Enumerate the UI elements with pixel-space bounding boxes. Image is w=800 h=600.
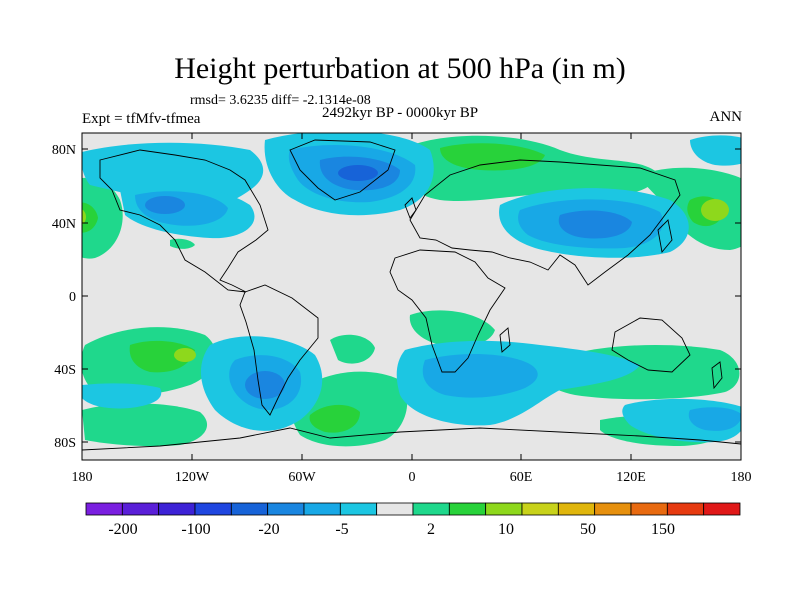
lon-labels: 180 120W 60W 0 60E 120E 180 — [72, 470, 752, 485]
colorbar-swatch — [85, 502, 123, 516]
colorbar-label: -100 — [181, 521, 210, 538]
negative-anomaly-minimum — [338, 165, 378, 181]
lat-label: 40S — [54, 363, 76, 378]
colorbar-swatch — [339, 502, 378, 516]
colorbar-label: -20 — [258, 521, 279, 538]
colorbar-labels: -200 -100 -20 -5 2 10 50 150 — [108, 521, 675, 538]
colorbar-label: 2 — [427, 521, 435, 538]
colorbar-swatch — [303, 502, 341, 516]
north-america-coast — [99, 149, 269, 293]
africa-coast — [389, 249, 506, 373]
experiment-label: Expt = tfMfv-tfmea — [82, 111, 201, 127]
lon-label: 60W — [288, 470, 316, 485]
colorbar-swatch — [630, 502, 668, 516]
south-america-coast — [239, 284, 319, 416]
eurasia-coast — [409, 159, 681, 286]
stats-line: rmsd= 3.6235 diff= -2.1314e-08 — [190, 93, 371, 108]
colorbar-swatch — [703, 502, 741, 516]
lat-label: 80S — [54, 436, 76, 451]
colorbar-swatch — [448, 502, 487, 516]
lat-tick-marks — [82, 148, 741, 443]
colorbar-label: 150 — [651, 521, 675, 538]
colorbar-swatch — [521, 502, 559, 516]
colorbar-swatch — [267, 502, 305, 516]
contour-field — [82, 133, 741, 460]
negative-anomaly-peaks — [145, 156, 632, 399]
colorbar-label: -5 — [335, 521, 348, 538]
period-label: 2492kyr BP - 0000kyr BP — [322, 105, 479, 121]
colorbar — [85, 502, 741, 516]
lon-label: 60E — [510, 470, 533, 485]
colorbar-swatch — [194, 502, 232, 516]
colorbar-swatch — [376, 502, 414, 516]
colorbar-swatch — [230, 502, 269, 516]
colorbar-swatch — [594, 502, 632, 516]
map-title: Height perturbation at 500 hPa (in m) — [174, 52, 626, 85]
lon-label: 120E — [616, 470, 646, 485]
japan-coast — [657, 219, 673, 254]
lon-label: 180 — [72, 470, 93, 485]
colorbar-swatch — [485, 502, 523, 516]
colorbar-swatch — [557, 502, 596, 516]
colorbar-swatch — [121, 502, 160, 516]
colorbar-label: 10 — [498, 521, 514, 538]
positive-anomaly-peaks — [82, 199, 729, 362]
antarctica-coast — [82, 427, 741, 451]
lat-label: 0 — [69, 290, 76, 305]
uk-coast — [404, 197, 417, 219]
lon-label: 120W — [175, 470, 210, 485]
new-zealand-coast — [711, 361, 723, 390]
lat-label: 40N — [52, 217, 76, 232]
lon-label: 0 — [409, 470, 416, 485]
colorbar-label: 50 — [580, 521, 596, 538]
lat-labels: 80N 40N 0 40S 80S — [52, 143, 76, 451]
colorbar-swatch — [412, 502, 450, 516]
greenland-coast — [289, 139, 396, 201]
madagascar-coast — [499, 327, 511, 353]
lon-label: 180 — [731, 470, 752, 485]
colorbar-swatch — [666, 502, 705, 516]
season-label: ANN — [709, 109, 743, 125]
australia-coast — [611, 317, 691, 373]
colorbar-label: -200 — [108, 521, 137, 538]
lon-tick-marks — [191, 133, 632, 460]
coastlines — [82, 139, 741, 451]
colorbar-swatch — [158, 502, 196, 516]
lat-label: 80N — [52, 143, 76, 158]
